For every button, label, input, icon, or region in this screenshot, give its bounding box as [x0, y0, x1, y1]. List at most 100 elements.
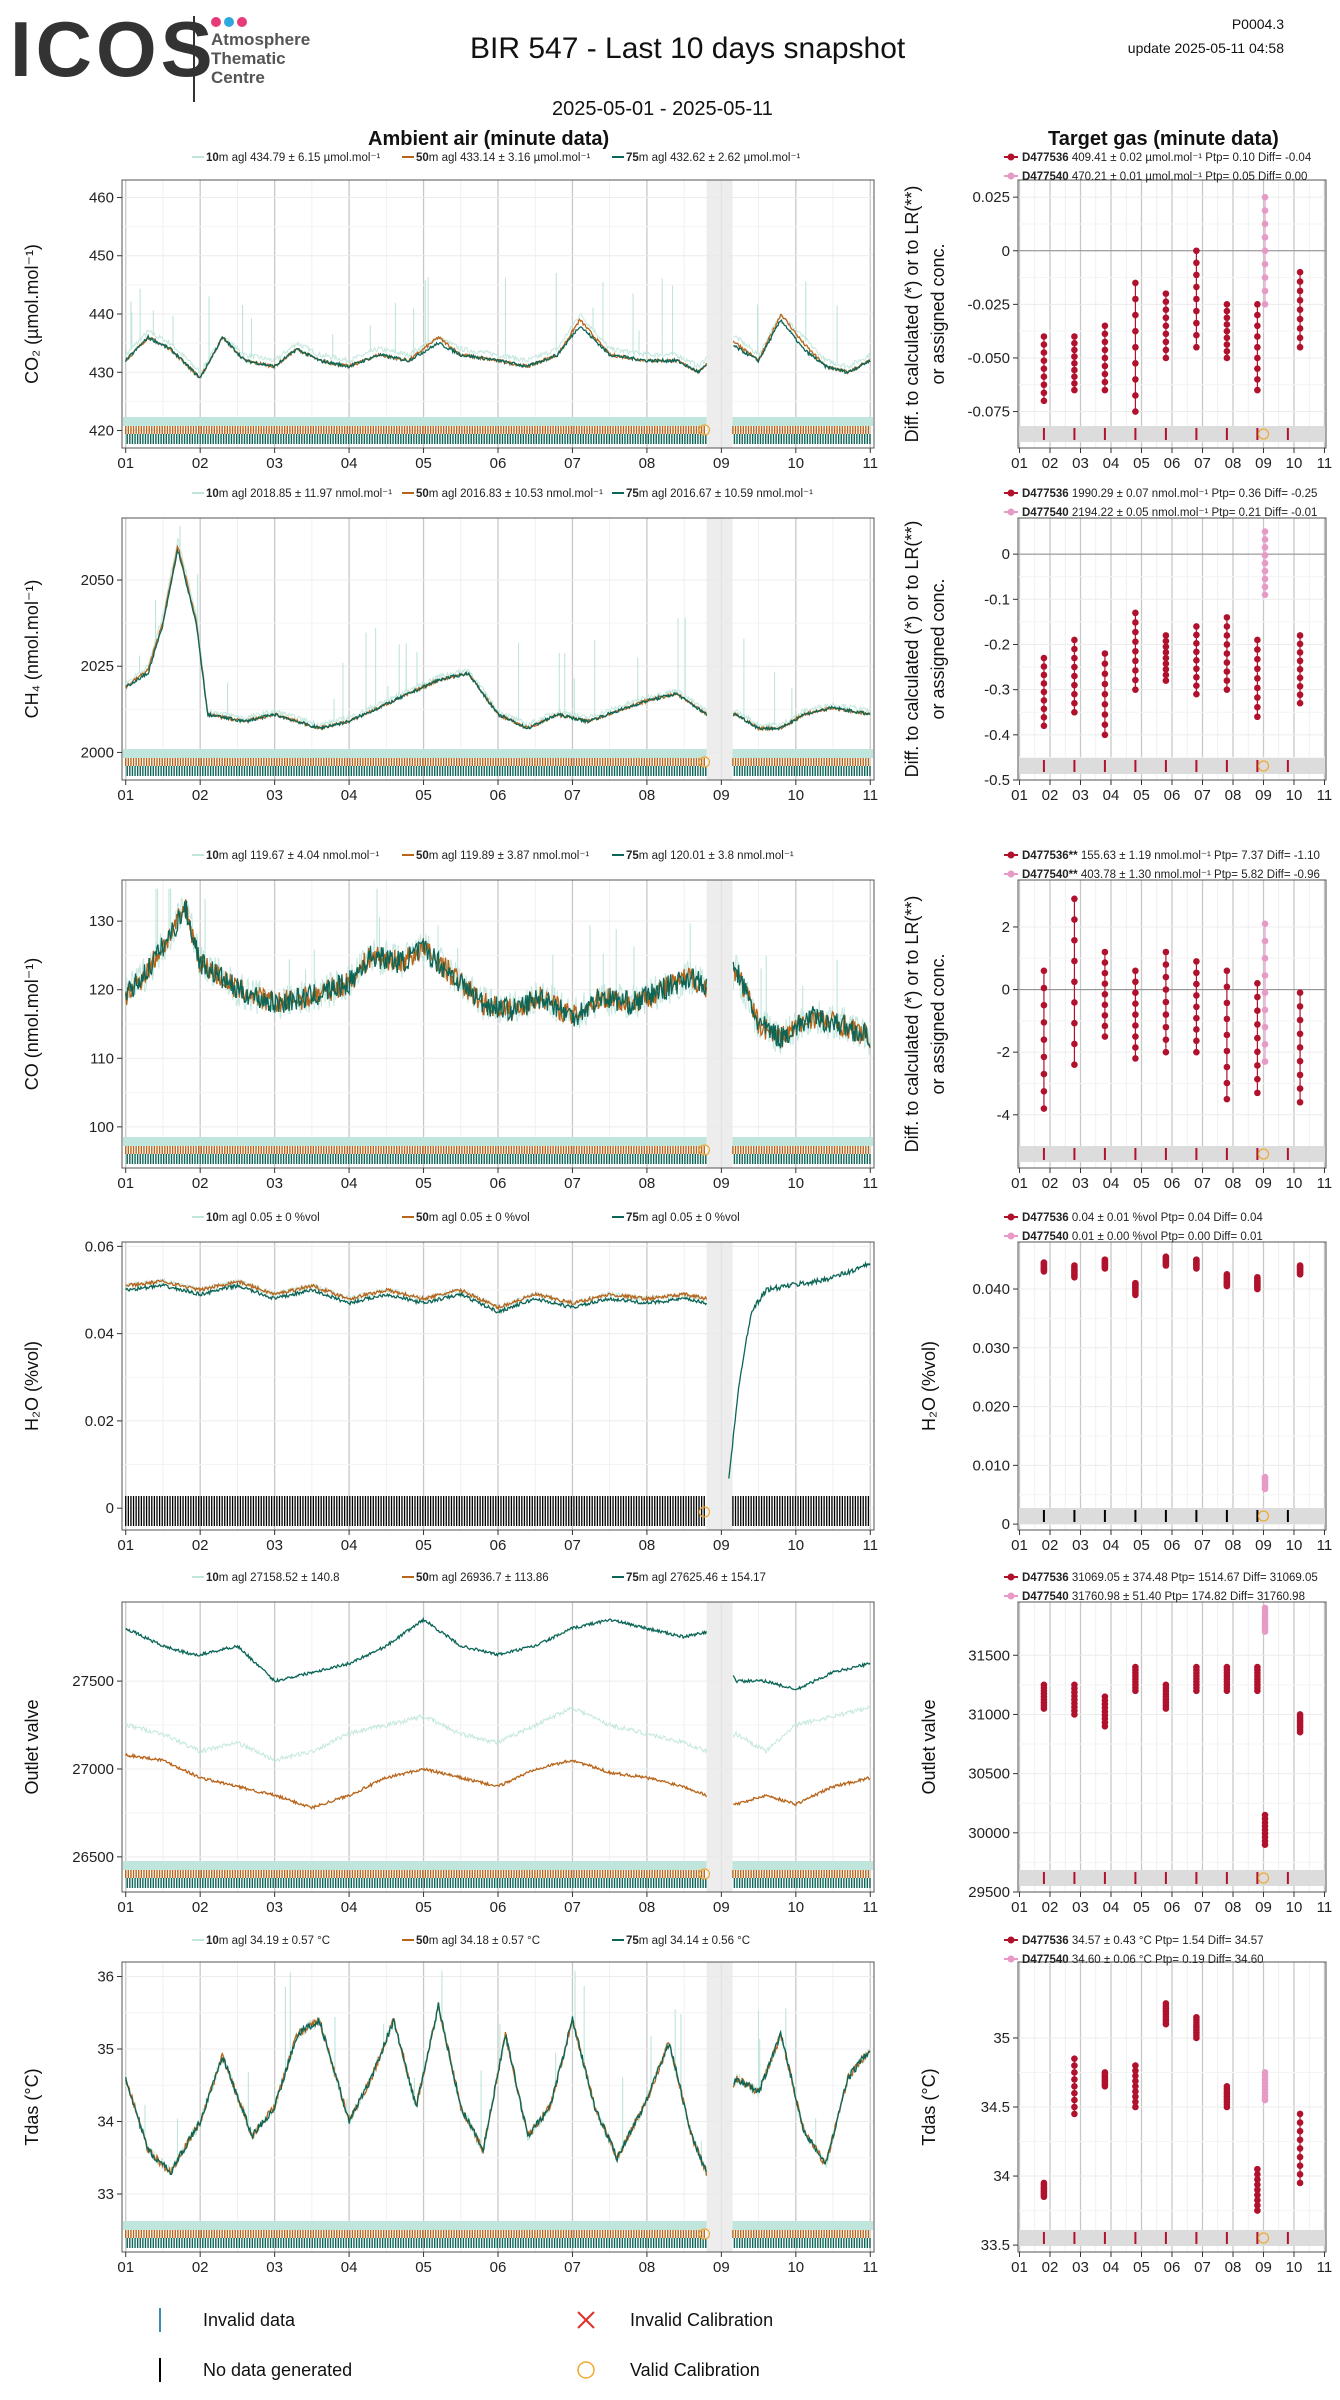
y-tick-label: 2050 — [81, 572, 114, 589]
target-d477540-point — [1261, 234, 1269, 241]
x-tick-label: 04 — [341, 2259, 358, 2276]
x-tick-label: 02 — [192, 1537, 209, 1554]
target-d477540-point — [1261, 1058, 1269, 1065]
x-tick-label: 04 — [341, 1175, 358, 1192]
y-tick-label: 29500 — [968, 1884, 1010, 1901]
panel-tdas: 33 34 35 36 01 02 03 04 05 06 07 08 09 10 11 10m agl 34… — [22, 1935, 878, 2276]
series-name: 10m agl 119.67 ± 4.04 nmol.mol⁻¹ — [206, 850, 379, 862]
series-75m-line — [728, 1260, 871, 1479]
y-axis-label: CO₂ (µmol.mol⁻¹) — [22, 244, 42, 384]
y-tick-label: 31500 — [968, 1647, 1010, 1664]
target-status-band — [1019, 426, 1325, 442]
x-tick-label: 05 — [1133, 1175, 1150, 1192]
target-d477536-point — [1254, 694, 1261, 701]
series-75m-line — [125, 326, 708, 379]
target-legend: D477536 409.41 ± 0.02 µmol.mol⁻¹ Ptp= 0.… — [1004, 152, 1312, 183]
target-d477536-point — [1296, 1071, 1304, 1079]
target-d477536-point — [1296, 699, 1304, 707]
x-tick-label: 08 — [1225, 1175, 1242, 1192]
target-d477536-point — [1193, 1256, 1200, 1263]
series-75m-line — [733, 2029, 871, 2165]
target-d477536-point — [1254, 365, 1261, 372]
target-legend: D477536** 155.63 ± 1.19 nmol.mol⁻¹ Ptp= … — [1004, 850, 1320, 881]
target-d477536-point — [1193, 331, 1200, 339]
status-band-10m — [123, 1137, 707, 1146]
x-tick-label: 02 — [192, 455, 209, 472]
x-tick-label: 10 — [1286, 455, 1303, 472]
target-d477536-point — [1296, 297, 1304, 304]
target-d477536-point — [1132, 619, 1139, 626]
y-tick-label: -2 — [997, 1044, 1010, 1061]
valid-calibration-marker — [1257, 1510, 1270, 1522]
target-d477536-point — [1193, 673, 1200, 681]
series-name: 75m agl 120.01 ± 3.8 nmol.mol⁻¹ — [626, 850, 794, 862]
x-tick-label: 11 — [862, 1899, 878, 1916]
target-d477536-point — [1223, 641, 1231, 648]
target-d477536-point — [1162, 298, 1170, 305]
x-tick-label: 01 — [117, 2259, 134, 2276]
x-tick-label: 08 — [639, 455, 656, 472]
target-d477536-point — [1254, 1021, 1261, 1028]
target-d477536-point — [1162, 973, 1170, 981]
target-y-axis-label: Tdas (°C) — [919, 2068, 939, 2145]
y-tick-label: 460 — [89, 189, 114, 206]
target-d477536-point — [1296, 315, 1304, 323]
x-tick-label: 03 — [266, 1175, 283, 1192]
target-d477536-point — [1254, 703, 1261, 711]
target-d477536-point — [1162, 998, 1170, 1006]
target-d477536-point — [1296, 287, 1304, 295]
target-d477536-point — [1071, 1262, 1078, 1269]
y-tick-label: 2000 — [81, 744, 114, 761]
panel-ch4: 2000 2025 2050 01 02 03 04 05 06 07 08 09 10 11 10m ag… — [22, 488, 878, 804]
target-d477536-point — [1162, 1011, 1170, 1018]
x-tick-label: 03 — [266, 1537, 283, 1554]
target-d477536-point — [1193, 1037, 1200, 1045]
target-d477536-point — [1162, 643, 1170, 651]
target-status-band — [1019, 1870, 1325, 1886]
target-d477536-point — [1223, 301, 1231, 308]
target-d477540-point — [1261, 301, 1269, 308]
target-d477536-point — [1040, 1105, 1048, 1112]
target-d477536-point — [1162, 314, 1170, 322]
target-d477536-point — [1040, 2179, 1048, 2187]
series-50m-line — [125, 318, 708, 379]
x-tick-label: 10 — [1286, 2259, 1303, 2276]
y-tick-label: 0.040 — [972, 1281, 1010, 1298]
y-tick-label: 100 — [89, 1119, 114, 1136]
target-panel-tdas: 33.5 34 34.5 35 01 02 03 04 05 06 07 08 09 10 11 D47753… — [919, 1935, 1332, 2276]
y-tick-label: 0.025 — [972, 189, 1010, 206]
series-10m-line — [125, 1706, 707, 1763]
target-d477536-point — [1223, 314, 1231, 322]
series-name: 75m agl 0.05 ± 0 %vol — [626, 1212, 740, 1224]
date-range: 2025-05-01 - 2025-05-11 — [552, 98, 773, 120]
target-d477536-point — [1162, 346, 1170, 354]
target-d477536-point — [1162, 330, 1170, 338]
target-d477536-point — [1223, 1063, 1231, 1071]
target-d477536-point — [1254, 684, 1261, 692]
target-d477536-point — [1254, 675, 1261, 682]
target-y-axis-label: or assigned conc. — [928, 243, 948, 384]
target-legend-dot — [1007, 508, 1015, 516]
x-tick-label: 11 — [1317, 787, 1333, 804]
target-d477536-point — [1254, 636, 1261, 644]
target-d477536-point — [1040, 680, 1048, 687]
target-d477536-point — [1071, 366, 1078, 374]
target-y-axis-label: Diff. to calculated (*) or to LR(**) — [902, 896, 922, 1153]
x-tick-label: 02 — [1042, 1899, 1059, 1916]
target-d477536-point — [1254, 993, 1261, 1001]
target-d477536-point — [1296, 640, 1304, 648]
target-d477536-point — [1296, 2171, 1304, 2178]
target-d477536-point — [1193, 271, 1200, 279]
target-d477536-point — [1040, 1001, 1048, 1009]
target-d477536-point — [1101, 354, 1109, 362]
target-d477540-point — [1261, 989, 1269, 996]
target-d477536-point — [1101, 330, 1109, 338]
target-d477536-point — [1254, 2186, 1261, 2194]
target-d477536-point — [1254, 2171, 1261, 2178]
target-d477536-point — [1132, 609, 1139, 617]
x-tick-label: 06 — [490, 1175, 507, 1192]
y-tick-label: -0.050 — [967, 350, 1010, 367]
target-d477540-point — [1261, 583, 1269, 591]
legend-no-data: No data generated — [203, 2360, 353, 2380]
series-name: 10m agl 27158.52 ± 140.8 — [206, 1572, 340, 1584]
